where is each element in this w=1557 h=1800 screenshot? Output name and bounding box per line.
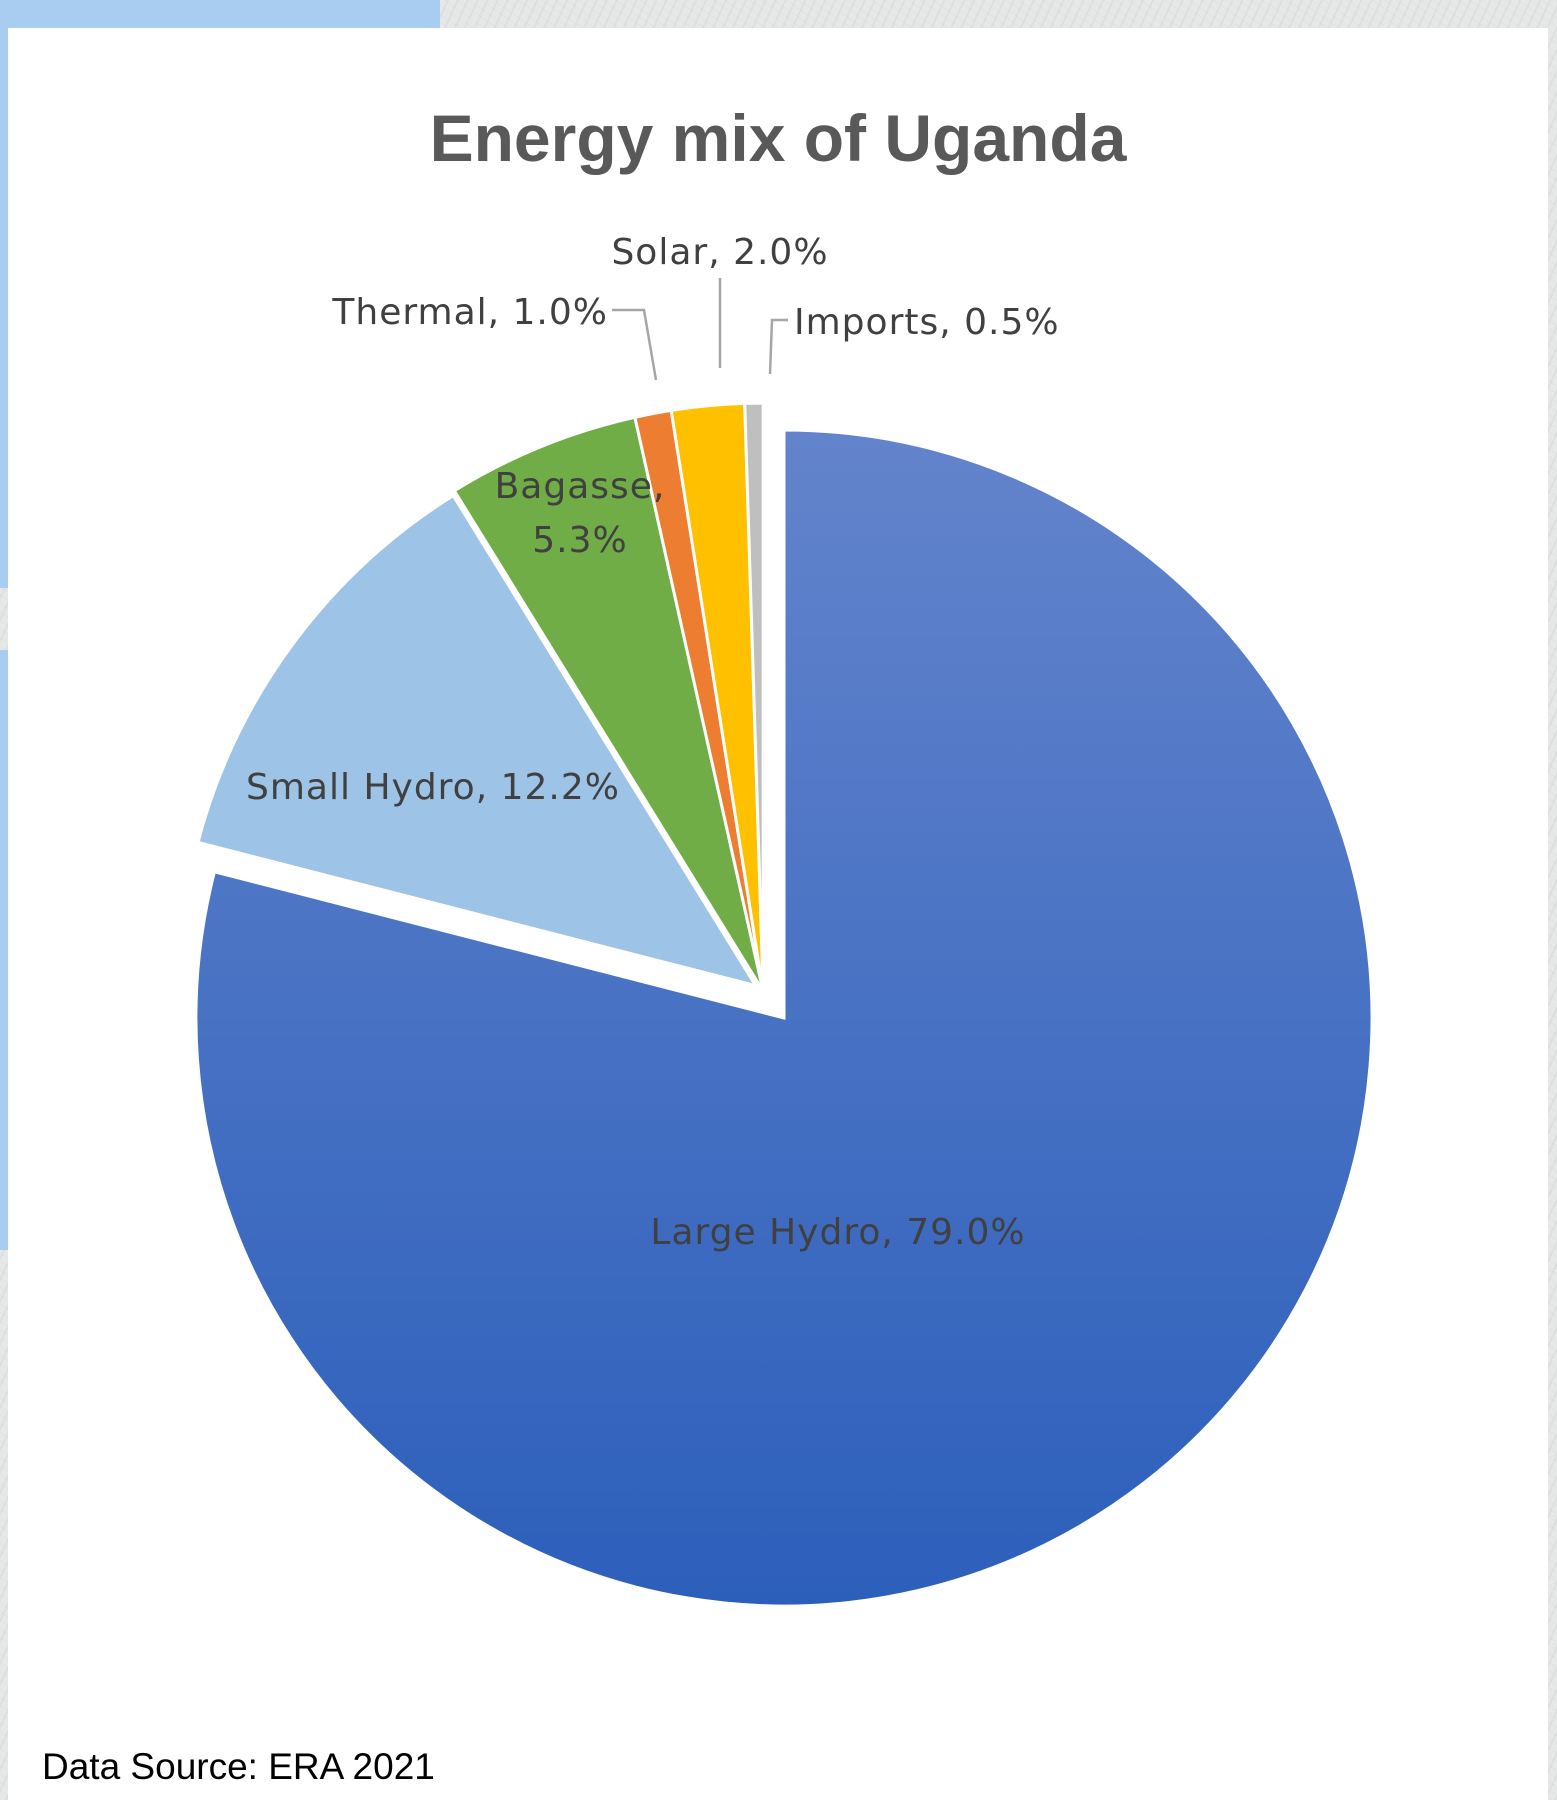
data-label-large-hydro: Large Hydro, 79.0% bbox=[650, 1212, 1025, 1253]
pie-chart: Large Hydro, 79.0% Small Hydro, 12.2% Baga… bbox=[187, 232, 1374, 1608]
map-water-left-lower bbox=[0, 650, 8, 1250]
leader-line-imports bbox=[768, 318, 788, 375]
pie-slice-imports bbox=[743, 401, 765, 992]
pie-slice-small-hydro bbox=[187, 483, 774, 1000]
chart-card: Energy mix of Uganda Large Hydro, 79.0% S… bbox=[8, 28, 1548, 1800]
leader-line-thermal bbox=[612, 308, 658, 381]
data-source-note: Data Source: ERA 2021 bbox=[42, 1746, 435, 1787]
data-label-bagasse: Bagasse, 5.3% bbox=[495, 466, 666, 561]
pie-slice-bagasse bbox=[452, 415, 765, 992]
data-label-thermal: Thermal, 1.0% bbox=[331, 292, 608, 333]
data-label-imports: Imports, 0.5% bbox=[794, 302, 1060, 343]
pie-slice-large-hydro bbox=[194, 428, 1374, 1608]
data-label-small-hydro: Small Hydro, 12.2% bbox=[246, 767, 620, 808]
chart-title: Energy mix of Uganda bbox=[429, 101, 1127, 175]
map-water-left-upper bbox=[0, 28, 8, 588]
map-water-top bbox=[0, 0, 440, 28]
data-label-solar: Solar, 2.0% bbox=[611, 232, 828, 273]
